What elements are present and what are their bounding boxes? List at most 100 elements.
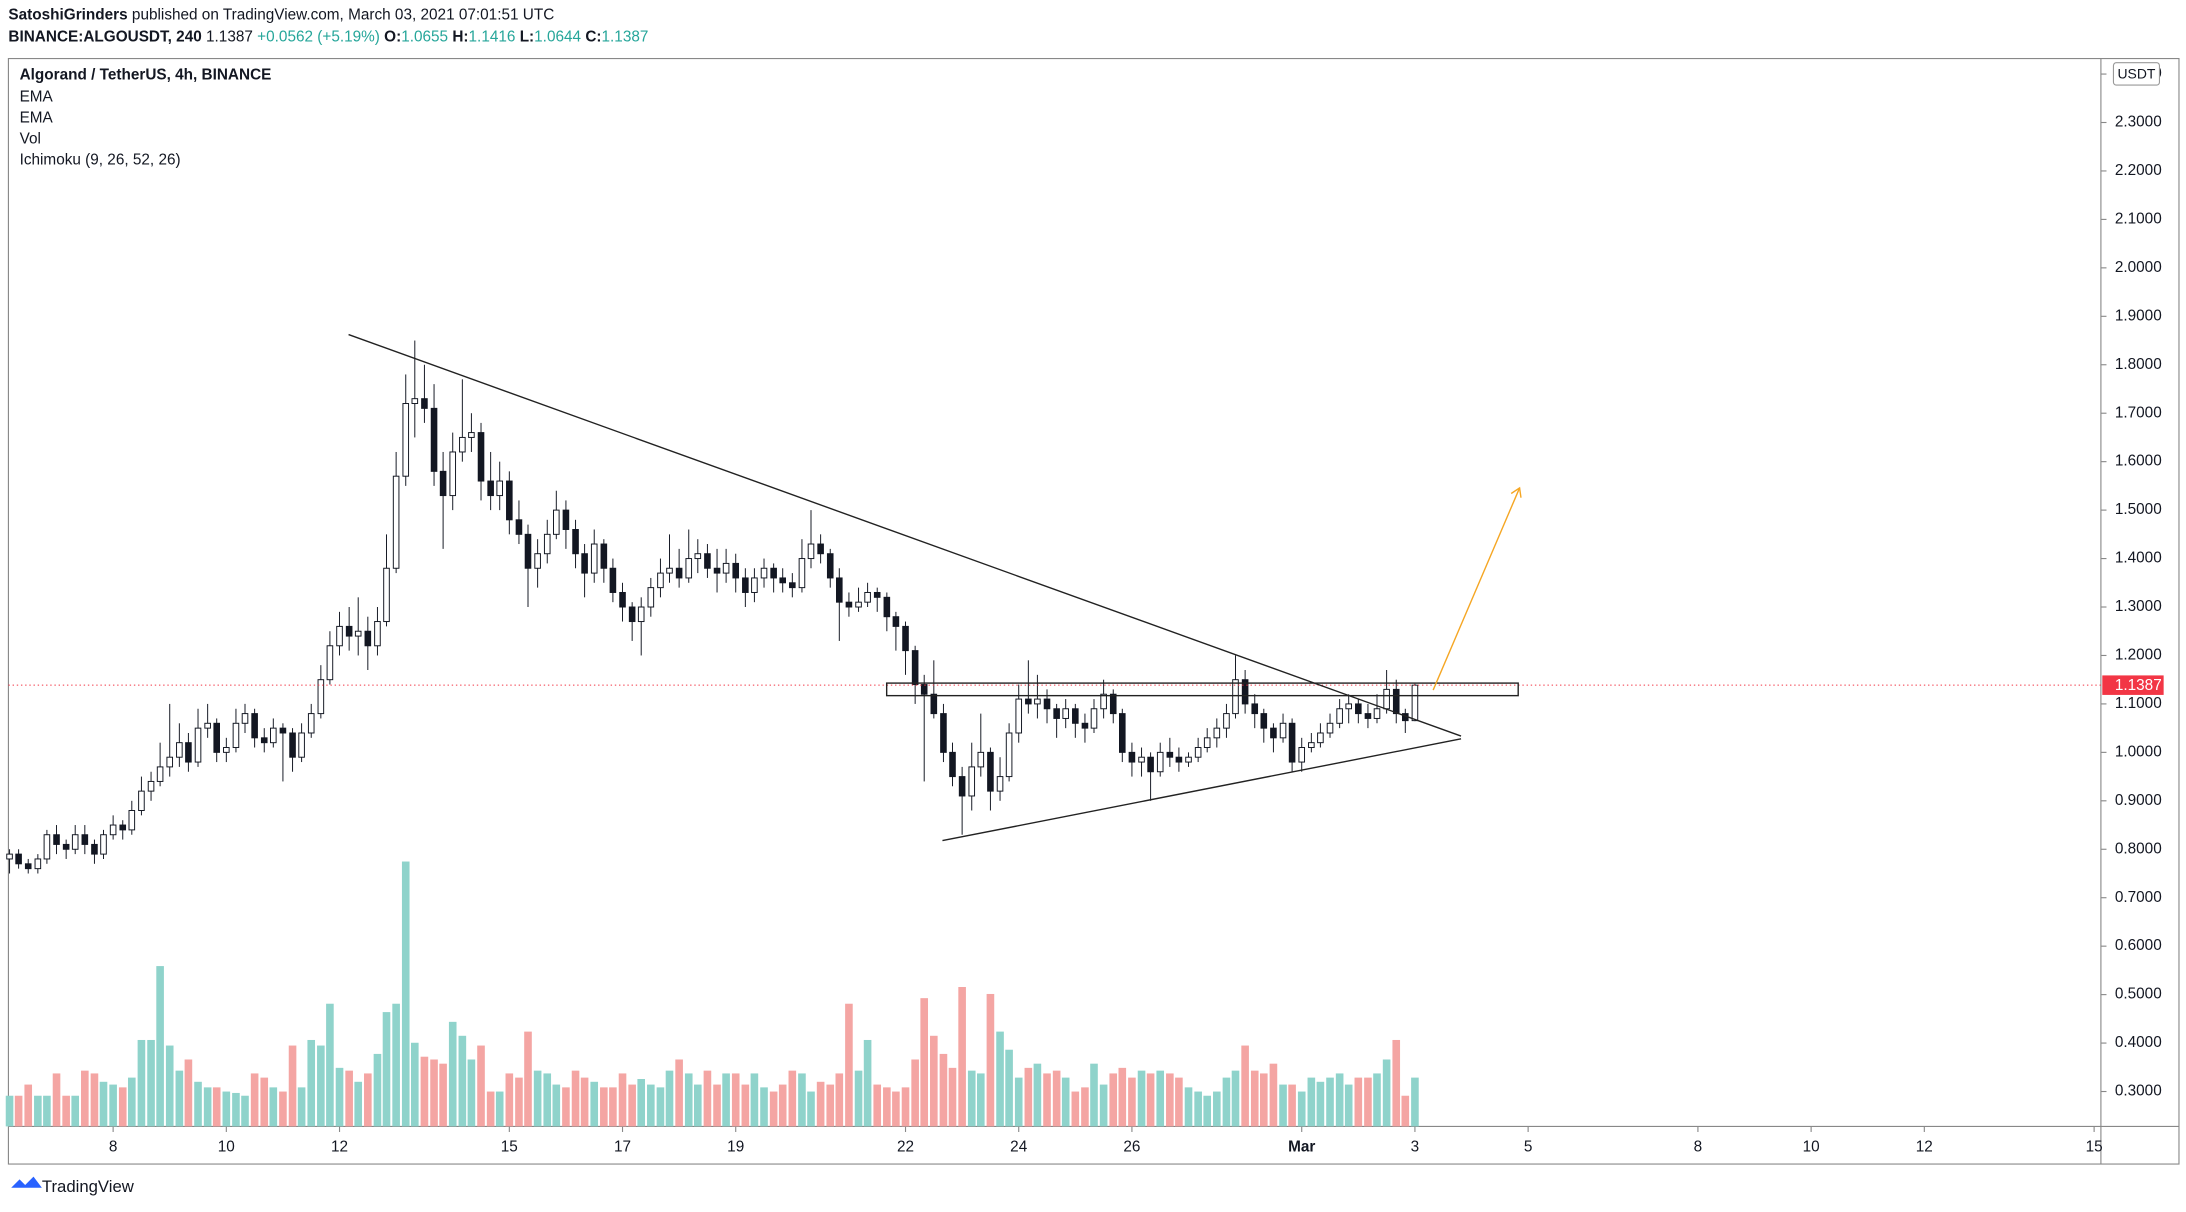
x-tick-label: 8 [1694,1138,1703,1155]
volume-bar [392,1003,400,1127]
volume-bar [826,1084,835,1127]
volume-bar [467,1059,476,1127]
candle-body [354,630,362,637]
currency: USDT [2117,65,2155,81]
volume-bar [798,1073,806,1127]
volume-bar [656,1087,665,1127]
low: 1.0644 [534,29,581,46]
last: 1.1387 [206,29,253,46]
y-tick-label: 2.2000 [2115,162,2162,179]
candle-body [1100,693,1107,710]
y-tick-label: 1.9000 [2115,307,2162,324]
candle-body [1364,713,1372,719]
volume-bar [241,1095,249,1127]
y-tick-label: 1.7000 [2115,404,2162,421]
candle-body [166,756,174,768]
axis: 0.3000 0.4000 0.5000 0.6000 0.7000 0.8000 0.90… [109,65,2164,1155]
volume-bar [976,1073,985,1127]
symbol-line: BINANCE:ALGOUSDT, 240 1.1387 +0.0562 (+5… [8,29,648,46]
x-tick-label: 15 [2086,1138,2103,1155]
candle-body [1119,713,1126,753]
arrow-head [1510,486,1522,498]
volume-bar [930,1035,938,1127]
candle-body [1223,713,1230,729]
volume-bar [562,1087,570,1127]
volume-bar [448,1021,457,1127]
x-tick-label: 26 [1123,1138,1140,1155]
volume-bar [345,1070,353,1127]
indicator: Ichimoku (9, 26, 52, 26) [20,151,181,168]
publish-line: SatoshiGrinders published on TradingView… [8,6,554,23]
volume-bar [873,1084,882,1127]
volume-bar [260,1077,269,1127]
volume-bar [1175,1077,1183,1127]
volume-bar [203,1087,212,1127]
candle-body [977,751,985,768]
volume-bar [948,1067,957,1127]
volume-bar [778,1084,787,1127]
x-tick-label: 8 [109,1138,118,1155]
volume-bar [1118,1067,1127,1127]
candle-body [459,436,466,453]
candle-body [675,567,683,579]
candle-body [1260,713,1268,729]
volume-bar [863,1039,872,1127]
candle-body [817,543,824,555]
volume-bar [1043,1073,1051,1127]
volume-bar [920,998,929,1127]
y-tick-label: 1.3000 [2115,598,2162,615]
volume-bar [703,1070,712,1127]
volume-bar [580,1077,589,1127]
candle-body [1383,688,1390,710]
volume-bar [543,1073,552,1127]
volume-bar [713,1084,721,1127]
candle-body [1185,756,1192,763]
volume-bar [326,1003,334,1127]
y-tick-label: 0.3000 [2115,1083,2162,1100]
candle-body [15,853,22,865]
candle-body [949,751,956,778]
volume-bar [222,1091,231,1127]
candle-body [260,737,268,744]
candle-body [1270,727,1277,739]
volume-bar [1335,1073,1344,1127]
y-tick-label: 0.9000 [2115,792,2162,809]
candle-body [506,480,513,521]
volume-bar [505,1073,514,1127]
volume-bar [515,1077,523,1127]
volume-bar [816,1081,825,1127]
drawings [348,333,1522,842]
candle-body [958,776,966,797]
candle-body [307,713,315,734]
candle-body [685,558,693,579]
x-tick-label: 15 [501,1138,518,1155]
volume-bar [741,1084,750,1127]
volume-bar [1382,1059,1391,1127]
volume-bar [1297,1091,1306,1127]
author: SatoshiGrinders [8,6,127,23]
volume-bar [647,1084,655,1127]
footer: TradingView [42,1177,135,1196]
volume-bar [1033,1063,1042,1127]
candle-body [345,625,353,637]
candle-body [1175,756,1183,763]
l-label: L: [520,29,534,46]
candle-body [411,398,419,405]
zone [885,682,1519,697]
volume-bar [137,1039,146,1127]
volume-bar [1128,1077,1136,1127]
volume-bar [279,1091,287,1127]
symbol: BINANCE:ALGOUSDT, 240 [8,29,201,46]
candle-body [241,713,249,724]
candle-body [751,577,758,593]
volume-bar [524,1031,532,1127]
volume-bar [430,1059,438,1127]
volume-bar [693,1084,702,1127]
volume-bar [354,1081,363,1127]
candle-body [920,684,928,695]
candle-body [1203,737,1211,749]
volume-bar [1316,1081,1325,1127]
candle-body [1279,722,1287,739]
candle-body [572,529,579,555]
candle-body [562,509,570,530]
